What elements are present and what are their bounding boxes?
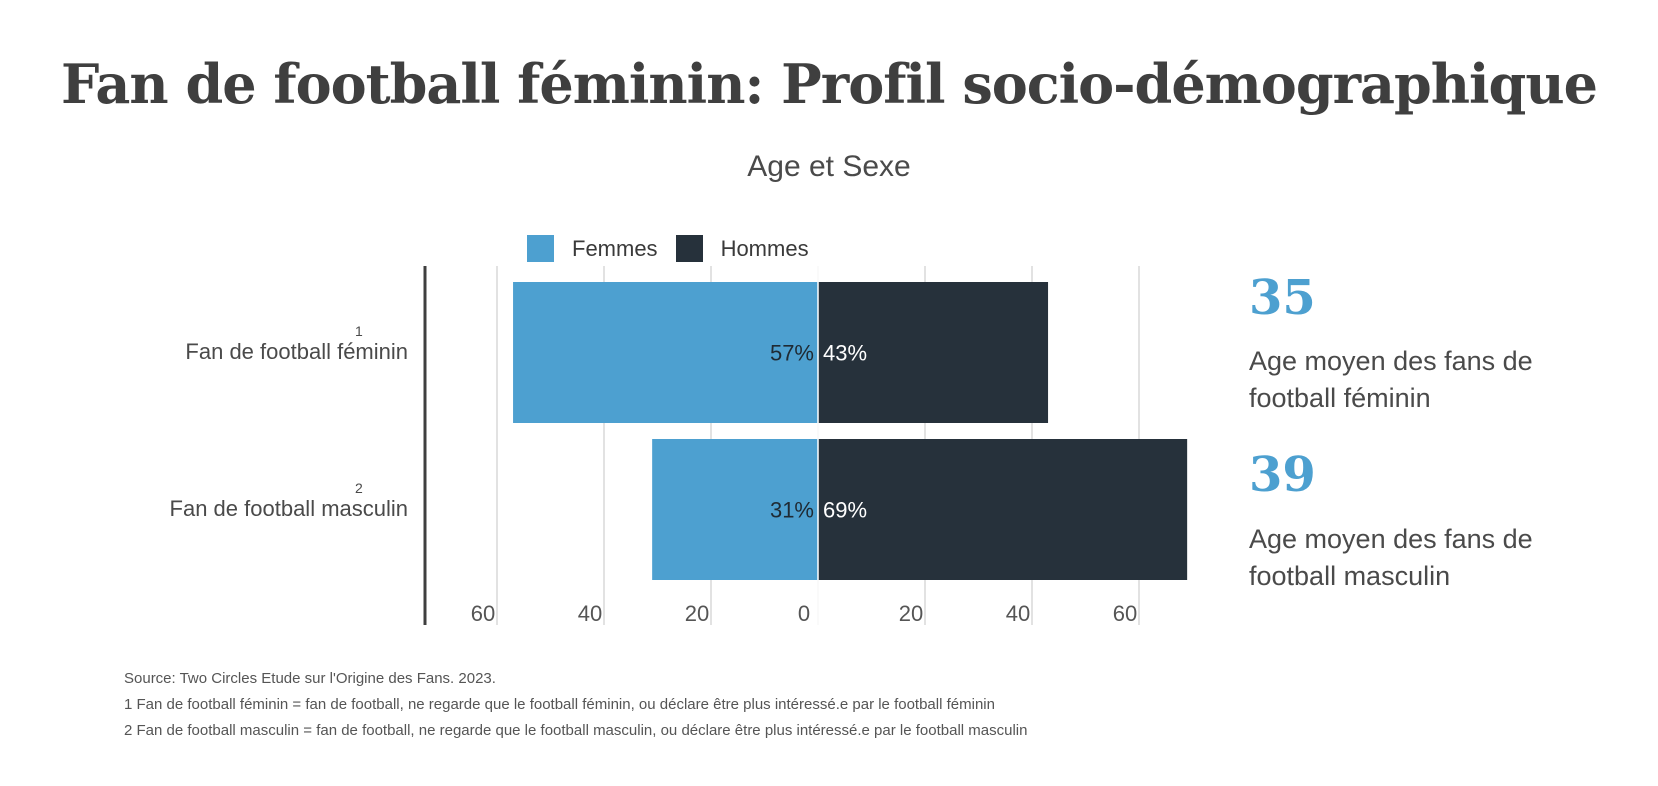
x-tick-label-6: 60 bbox=[1113, 601, 1137, 626]
legend-swatch-women bbox=[527, 235, 554, 262]
legend-item-men: Hommes bbox=[675, 235, 809, 262]
data-label-femmes-0: 57% bbox=[770, 341, 814, 366]
legend-swatch-men bbox=[675, 235, 703, 262]
page-title: Fan de football féminin: Profil socio-dé… bbox=[61, 52, 1598, 116]
data-label-femmes-1: 31% bbox=[770, 498, 814, 523]
data-label-hommes-0: 43% bbox=[823, 341, 867, 366]
x-tick-label-3: 0 bbox=[798, 601, 810, 626]
stat-text-mens-fan: Age moyen des fans de football masculin bbox=[1249, 524, 1533, 591]
legend-label-women: Femmes bbox=[572, 235, 658, 261]
chart-subtitle: Age et Sexe bbox=[747, 150, 911, 183]
row-1-footnote-marker: 1 bbox=[355, 323, 363, 339]
x-tick-label-2: 20 bbox=[685, 601, 709, 626]
x-tick-label-1: 40 bbox=[578, 601, 602, 626]
bar-hommes-1 bbox=[818, 439, 1188, 580]
legend-item-women: Femmes bbox=[527, 235, 658, 262]
x-tick-label-5: 40 bbox=[1006, 601, 1030, 626]
footnote-2: 2 Fan de football masculin = fan de foot… bbox=[124, 722, 1028, 739]
legend-label-men: Hommes bbox=[720, 235, 809, 261]
bar-hommes-0 bbox=[818, 282, 1049, 423]
footnote-1: 1 Fan de football féminin = fan de footb… bbox=[124, 696, 995, 713]
footnote-source: Source: Two Circles Etude sur l'Origine … bbox=[124, 670, 496, 687]
row-2-footnote-marker: 2 bbox=[355, 480, 363, 496]
row-label-womens-fan: Fan de football féminin bbox=[185, 339, 408, 364]
stat-value-mens-fan: 39 bbox=[1249, 447, 1316, 503]
data-label-hommes-1: 69% bbox=[823, 498, 867, 523]
bar-femmes-0 bbox=[513, 282, 818, 423]
stat-text-womens-fan: Age moyen des fans de football féminin bbox=[1249, 346, 1533, 413]
stat-value-womens-fan: 35 bbox=[1249, 270, 1316, 326]
x-tick-label-4: 20 bbox=[899, 601, 923, 626]
bar-femmes-1 bbox=[652, 439, 818, 580]
x-tick-label-0: 60 bbox=[471, 601, 495, 626]
row-label-mens-fan: Fan de football masculin bbox=[169, 496, 408, 521]
legend: Femmes Hommes bbox=[527, 235, 827, 262]
